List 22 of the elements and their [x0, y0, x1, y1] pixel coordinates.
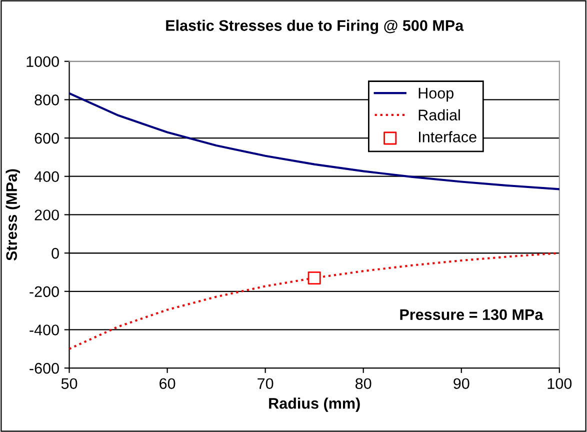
x-tick-label: 90: [454, 378, 470, 390]
x-axis-title: Radius (mm): [269, 398, 360, 412]
y-tick-label: 0: [52, 248, 59, 259]
chart-title: Elastic Stresses due to Firing @ 500 MPa: [166, 20, 464, 34]
x-tick-label: 50: [61, 378, 78, 390]
x-tick-label: 60: [160, 378, 176, 390]
x-tick-label: 80: [356, 378, 372, 390]
legend-label: Interface: [419, 131, 476, 142]
y-tick-label: -400: [30, 324, 59, 336]
y-tick-label: 400: [34, 171, 59, 182]
legend-label: Hoop: [418, 88, 454, 102]
legend-label: Radial: [418, 109, 460, 120]
y-tick-label: 1000: [26, 56, 59, 68]
annotation: Pressure = 130 MPa: [400, 309, 544, 320]
x-tick-label: 100: [548, 378, 572, 390]
y-tick-label: 800: [34, 94, 59, 106]
y-axis-title: Stress (MPa): [6, 169, 20, 261]
y-tick-label: 600: [34, 132, 59, 144]
y-tick-label: -200: [30, 286, 59, 298]
y-tick-label: -600: [30, 362, 59, 374]
x-tick-label: 70: [258, 378, 274, 390]
y-tick-label: 200: [34, 210, 59, 220]
